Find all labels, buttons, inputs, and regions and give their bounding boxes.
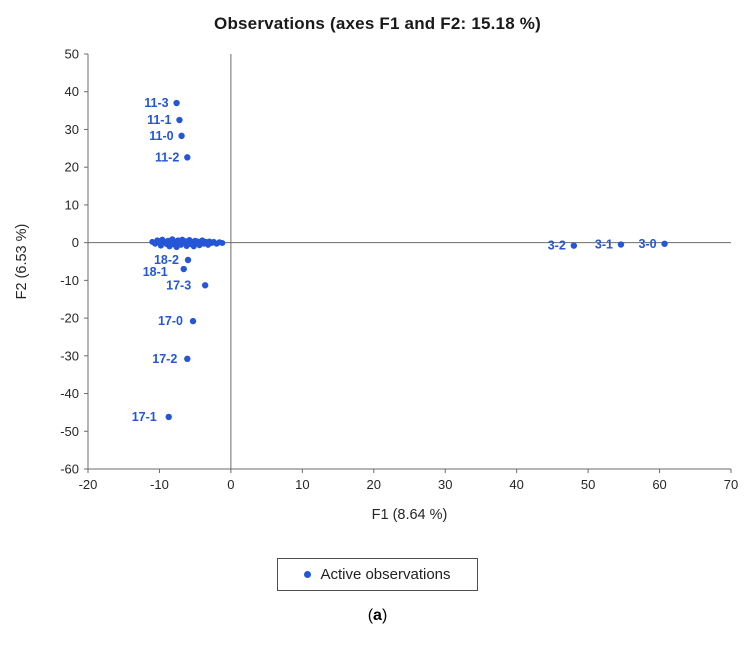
y-tick-label: 40 bbox=[65, 84, 79, 99]
x-tick-label: 50 bbox=[581, 477, 595, 492]
y-tick-label: 30 bbox=[65, 122, 79, 137]
legend-row: Active observations bbox=[0, 558, 755, 591]
x-tick-label: 0 bbox=[227, 477, 234, 492]
data-point bbox=[165, 413, 172, 421]
data-point bbox=[219, 240, 226, 247]
y-tick-label: 50 bbox=[65, 47, 79, 62]
data-point bbox=[189, 317, 197, 325]
data-point-label: 11-1 bbox=[147, 113, 171, 127]
x-tick-label: 20 bbox=[367, 477, 381, 492]
data-point bbox=[201, 282, 209, 289]
data-point-label: 11-2 bbox=[155, 150, 179, 164]
x-tick-label: 30 bbox=[438, 477, 452, 492]
data-point-label: 11-0 bbox=[149, 129, 173, 143]
y-tick-label: -10 bbox=[60, 273, 79, 288]
data-point-label: 17-3 bbox=[166, 278, 191, 292]
y-axis-title: F2 (6.53 %) bbox=[14, 224, 30, 300]
data-point-label: 18-2 bbox=[154, 253, 179, 267]
figure-caption: (a) bbox=[0, 607, 755, 625]
data-point-label: 11-3 bbox=[144, 96, 168, 110]
data-point bbox=[184, 256, 192, 264]
scatter-plot: -20 -10 0 10 20 30 40 50 60 70 50 40 30 20 10 0 -10 -20 -3… bbox=[14, 47, 738, 524]
data-point-label: 3-0 bbox=[638, 237, 656, 251]
x-tick-label: 10 bbox=[295, 477, 309, 492]
x-axis-title: F1 (8.64 %) bbox=[372, 507, 448, 523]
data-point bbox=[184, 355, 191, 363]
data-point bbox=[661, 240, 668, 247]
chart-title: Observations (axes F1 and F2: 15.18 %) bbox=[214, 14, 541, 33]
data-point-label: 17-0 bbox=[158, 314, 183, 328]
y-tick-label: -40 bbox=[60, 386, 79, 401]
data-point bbox=[570, 242, 578, 249]
caption-close: ) bbox=[381, 607, 388, 624]
data-point bbox=[617, 241, 625, 248]
y-tick-label: -50 bbox=[60, 424, 79, 439]
data-point bbox=[184, 154, 191, 161]
x-tick-label: 40 bbox=[509, 477, 523, 492]
data-point-label: 3-2 bbox=[548, 239, 566, 253]
data-point-label: 17-2 bbox=[152, 352, 177, 366]
caption-letter: a bbox=[373, 607, 382, 624]
y-tick-label: -20 bbox=[60, 311, 79, 326]
data-point bbox=[173, 99, 180, 107]
y-tick-label: -30 bbox=[60, 348, 79, 363]
data-point-label: 17-1 bbox=[132, 410, 157, 424]
data-point bbox=[178, 132, 185, 140]
y-tick-label: 20 bbox=[65, 160, 79, 175]
legend: Active observations bbox=[277, 558, 478, 591]
data-point-label: 3-1 bbox=[595, 238, 613, 252]
legend-marker-icon bbox=[304, 571, 312, 578]
data-point bbox=[176, 116, 183, 124]
legend-label: Active observations bbox=[320, 566, 451, 583]
y-tick-label: -60 bbox=[60, 462, 79, 477]
y-tick-label: 0 bbox=[72, 235, 79, 250]
x-tick-label: 60 bbox=[652, 477, 666, 492]
x-tick-label: -10 bbox=[150, 477, 169, 492]
y-tick-label: 10 bbox=[65, 197, 79, 212]
data-point bbox=[157, 242, 164, 249]
x-tick-label: -20 bbox=[79, 477, 98, 492]
data-point bbox=[180, 265, 187, 273]
x-tick-label: 70 bbox=[724, 477, 738, 492]
caption-open: ( bbox=[367, 607, 374, 624]
data-point-label: 18-1 bbox=[143, 265, 168, 279]
